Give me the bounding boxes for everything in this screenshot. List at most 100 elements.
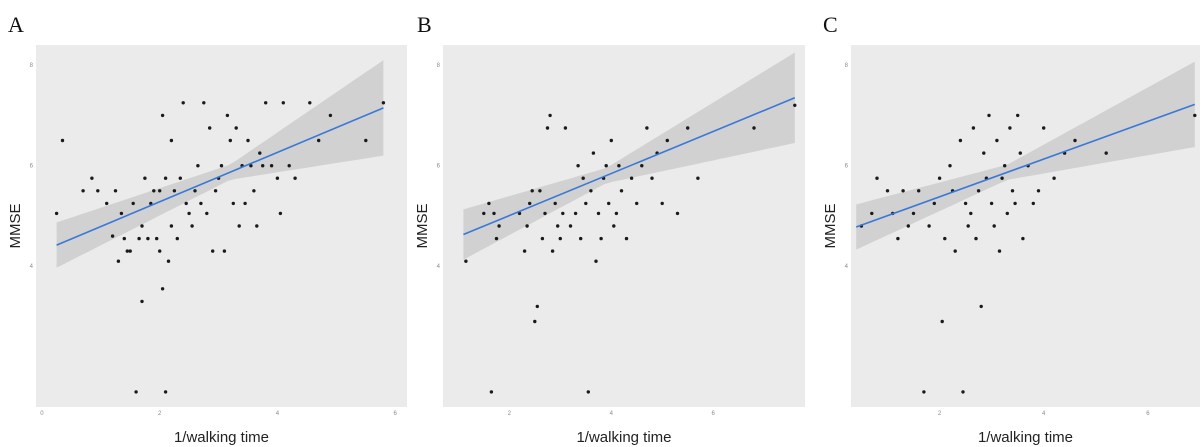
panel-letter: C [823,12,838,37]
data-point [163,390,168,394]
data-point [645,126,649,130]
data-point [1193,113,1197,118]
data-point [987,113,991,118]
x-axis-title: 1/walking time [978,429,1073,446]
data-point [140,224,144,228]
data-point [489,390,494,394]
data-point [543,211,547,216]
data-point [989,201,994,206]
y-axis-title: MMSE [7,204,24,249]
data-point [205,211,209,216]
data-point [116,259,121,263]
data-point [317,138,321,143]
data-point [264,101,268,105]
data-point [896,236,900,241]
x-axis-title: 1/walking time [174,429,269,446]
data-point [586,390,590,394]
data-point [522,249,527,253]
confidence-band [463,52,795,260]
data-point [997,249,1002,253]
data-point [131,201,135,206]
data-point [793,103,797,108]
x-tick-label: 6 [712,411,716,417]
y-tick-label: 6 [437,164,441,170]
data-point [875,176,879,180]
data-point [963,201,968,206]
data-point [175,236,179,241]
data-point [617,164,621,168]
data-point [364,138,368,143]
data-point [143,176,147,180]
data-point [199,201,203,206]
data-point [604,164,608,168]
data-point [105,201,109,206]
y-tick-label: 4 [437,264,441,270]
data-point [211,249,215,253]
data-point [252,189,256,193]
data-point [650,176,654,180]
data-point [927,224,931,228]
x-tick-label: 6 [1146,411,1150,417]
data-point [976,189,981,193]
data-point [96,189,100,193]
data-point [163,176,168,180]
data-point [258,151,262,155]
x-tick-label: 4 [276,411,280,417]
chart-panel-c: C 2 4 6 4 6 8 1/walking time MMSE [822,12,1200,446]
data-point [961,390,965,394]
data-point [166,259,171,263]
data-point [992,224,996,228]
y-tick-label: 6 [845,164,849,170]
data-point [937,176,942,180]
data-point [573,211,578,216]
data-point [464,259,468,263]
y-axis-title: MMSE [414,204,431,249]
data-point [287,164,291,168]
regression-line [56,107,384,246]
data-point [1008,126,1012,130]
data-point [492,211,496,216]
data-point [155,236,159,241]
data-point [885,189,890,193]
data-point [1052,176,1056,180]
data-point [208,126,212,130]
data-point [228,138,232,143]
data-point [1073,138,1077,143]
data-point [609,138,613,143]
data-point [158,249,162,253]
data-point [187,211,191,216]
data-point [137,236,141,241]
y-tick-label: 6 [30,164,34,170]
data-point [538,189,542,193]
data-point [576,164,580,168]
y-tick-label: 4 [30,264,34,270]
x-tick-label: 2 [508,411,512,417]
data-point [911,211,916,216]
data-point [561,211,565,216]
data-point [261,164,265,168]
data-point [308,101,312,105]
confidence-band [856,61,1195,250]
data-point [140,299,144,304]
data-point [113,189,118,193]
data-point [60,138,65,143]
data-point [556,224,560,228]
data-point [172,189,177,193]
data-point [146,236,150,241]
data-point [535,304,539,309]
data-point [293,176,297,180]
data-point [1016,113,1020,118]
x-tick-label: 4 [610,411,614,417]
x-tick-label: 2 [158,411,162,417]
data-point [530,189,534,193]
data-point [1021,236,1025,241]
data-point [525,224,529,228]
data-point [1104,151,1108,155]
data-point [178,176,182,180]
x-tick-label: 4 [1042,411,1046,417]
data-point [948,164,952,168]
data-point [278,211,283,216]
data-point [202,101,206,105]
data-point [1010,189,1015,193]
